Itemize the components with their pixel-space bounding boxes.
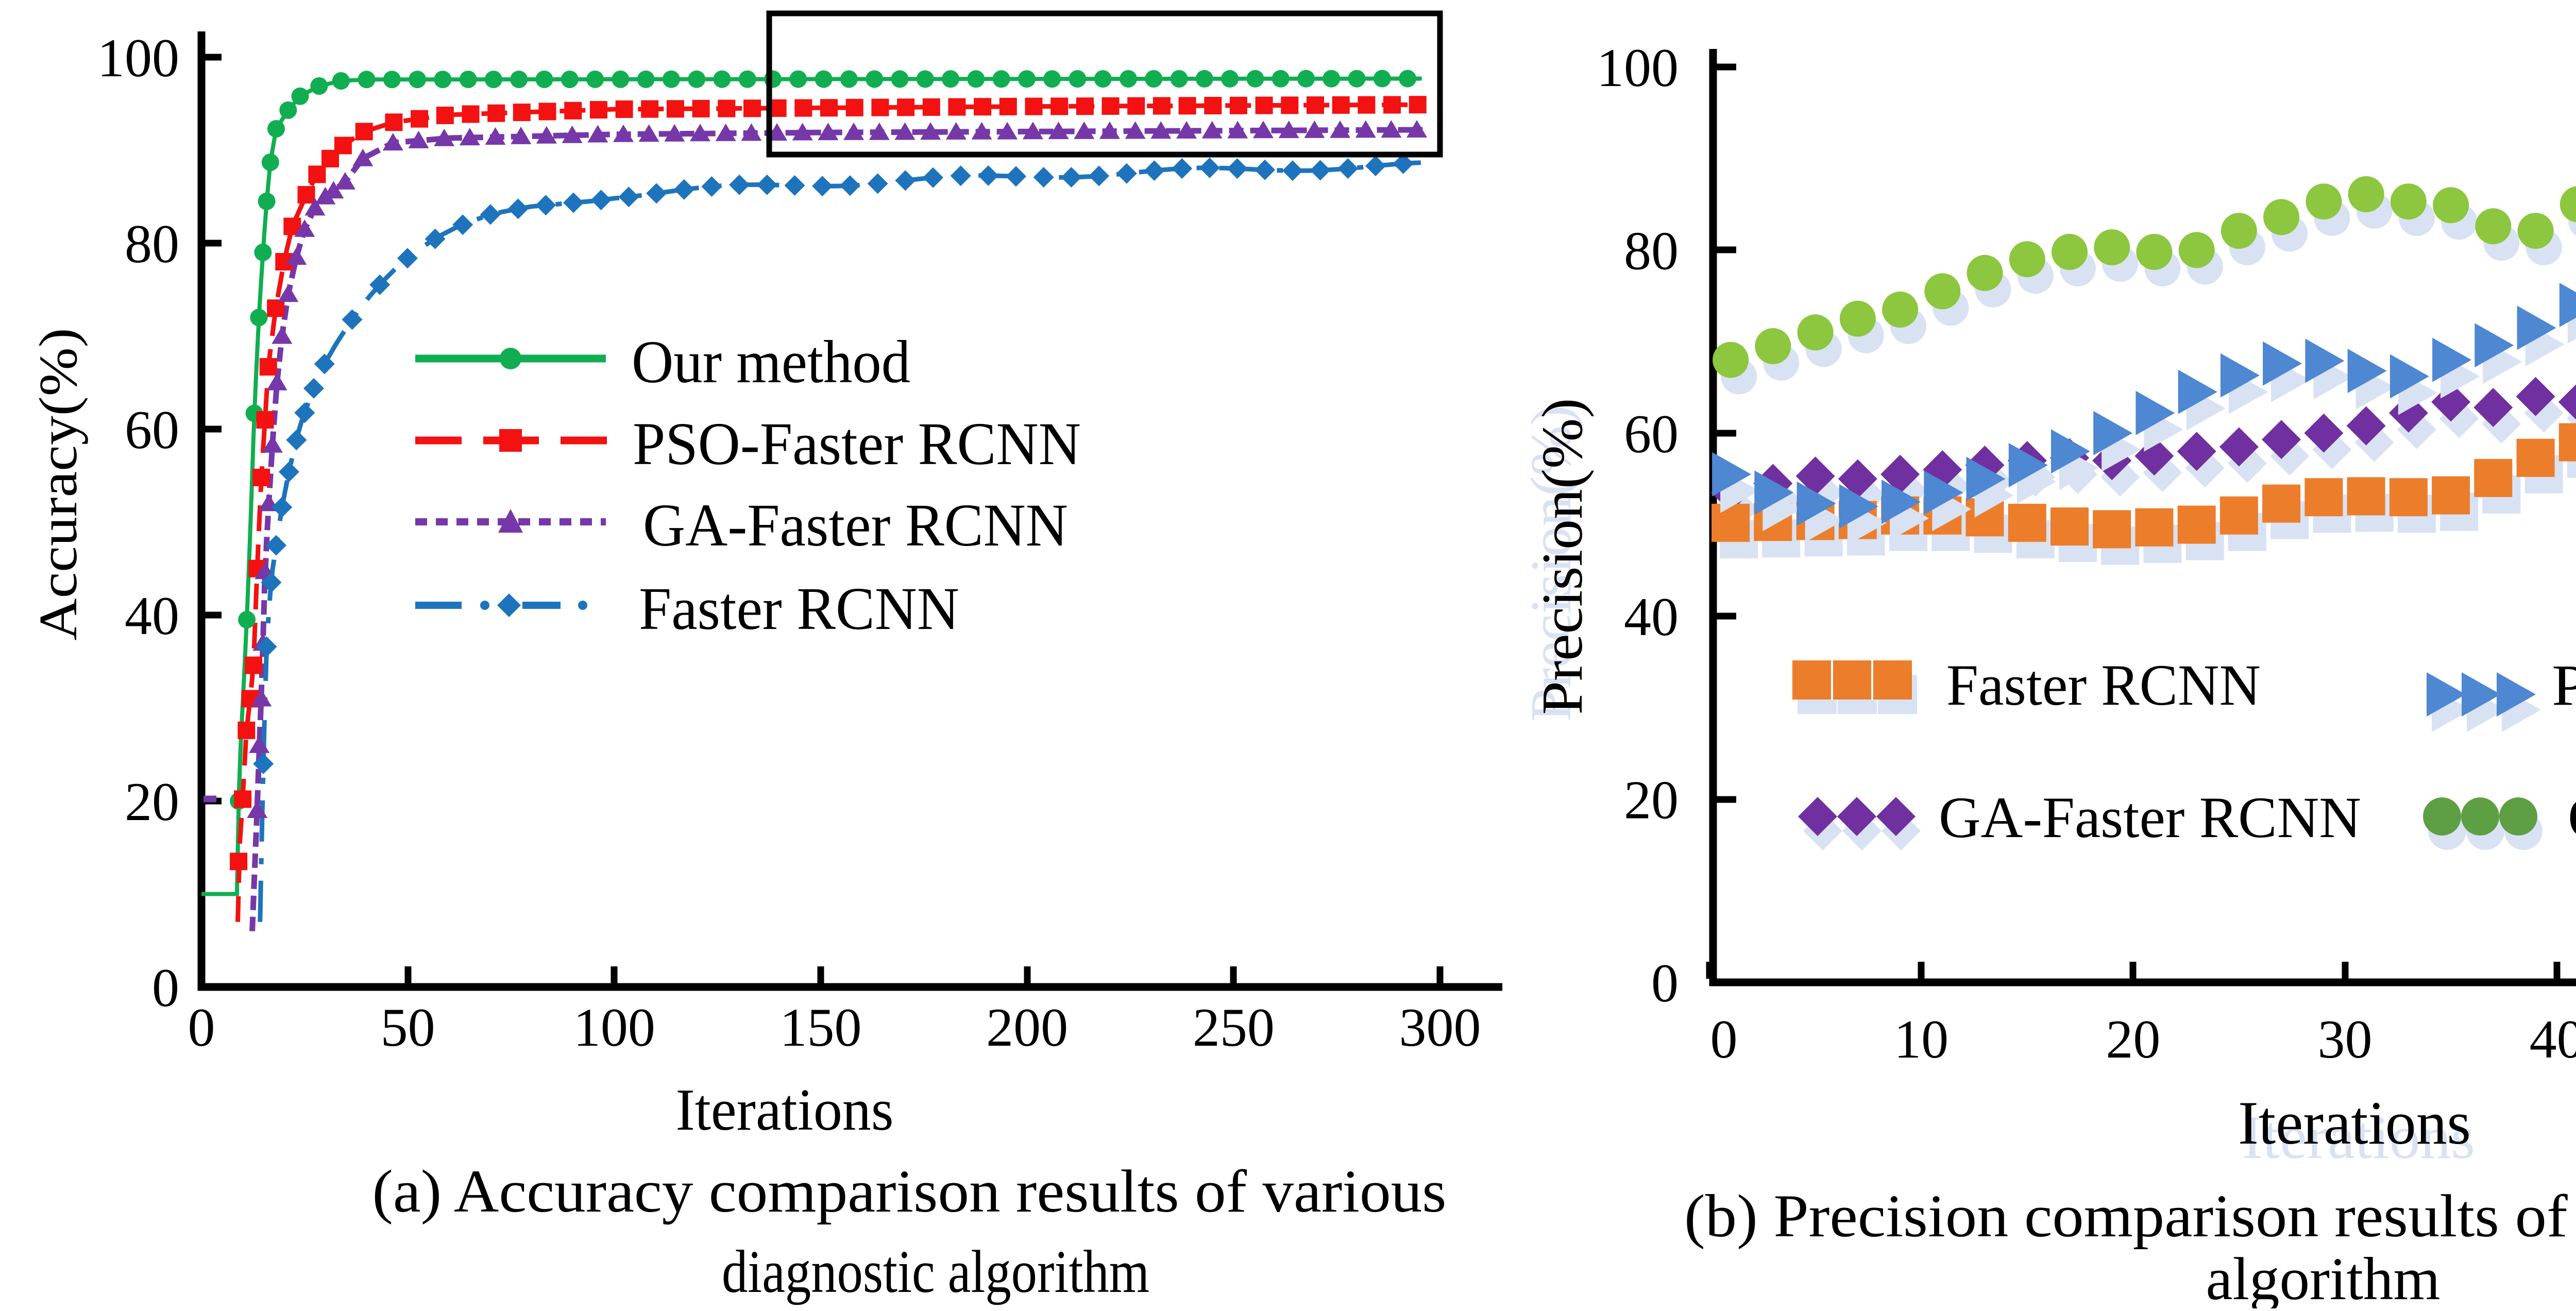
svg-text:40: 40 bbox=[1624, 587, 1679, 647]
svg-text:0: 0 bbox=[188, 997, 215, 1058]
svg-text:Iterations: Iterations bbox=[676, 1077, 894, 1143]
svg-text:20: 20 bbox=[125, 772, 179, 832]
svg-text:0: 0 bbox=[1651, 953, 1679, 1013]
svg-text:Our method: Our method bbox=[632, 328, 910, 396]
svg-text:150: 150 bbox=[780, 997, 862, 1058]
svg-text:40: 40 bbox=[2530, 1009, 2576, 1069]
svg-text:diagnostic algorithm: diagnostic algorithm bbox=[722, 1238, 1149, 1305]
svg-text:GA-Faster RCNN: GA-Faster RCNN bbox=[643, 491, 1068, 559]
svg-text:20: 20 bbox=[1624, 770, 1679, 830]
svg-text:60: 60 bbox=[1624, 404, 1679, 464]
svg-text:30: 30 bbox=[2318, 1009, 2372, 1069]
svg-text:100: 100 bbox=[97, 28, 179, 88]
svg-text:250: 250 bbox=[1193, 997, 1275, 1058]
svg-text:300: 300 bbox=[1399, 997, 1481, 1058]
svg-text:(a) Accuracy comparison result: (a) Accuracy comparison results of vario… bbox=[372, 1157, 1447, 1225]
svg-text:10: 10 bbox=[1894, 1009, 1948, 1069]
svg-text:Precision(%): Precision(%) bbox=[1519, 405, 1583, 722]
svg-text:(b) Precision comparison resul: (b) Precision comparison results of vari… bbox=[1684, 1182, 2576, 1250]
svg-text:100: 100 bbox=[1597, 38, 1679, 98]
svg-text:Iterations: Iterations bbox=[2242, 1103, 2475, 1171]
svg-text:60: 60 bbox=[125, 400, 179, 460]
svg-text:GA-Faster RCNN: GA-Faster RCNN bbox=[1939, 786, 2361, 850]
svg-text:Accuracy(%): Accuracy(%) bbox=[28, 328, 88, 641]
svg-text:80: 80 bbox=[125, 214, 179, 274]
svg-text:Our method: Our method bbox=[2568, 786, 2576, 850]
svg-text:20: 20 bbox=[2106, 1009, 2160, 1069]
svg-text:algorithm: algorithm bbox=[2206, 1245, 2441, 1308]
svg-text:0: 0 bbox=[1710, 1009, 1738, 1069]
svg-text:200: 200 bbox=[986, 997, 1068, 1058]
svg-text:80: 80 bbox=[1624, 220, 1679, 281]
svg-text:PSO-Faster RCNN: PSO-Faster RCNN bbox=[633, 410, 1081, 478]
svg-text:PSO-Faster RCNN: PSO-Faster RCNN bbox=[2552, 653, 2576, 718]
svg-text:Iterations: Iterations bbox=[2238, 1088, 2471, 1157]
svg-text:Precision(%): Precision(%) bbox=[1531, 398, 1595, 715]
svg-text:50: 50 bbox=[381, 997, 435, 1058]
svg-text:0: 0 bbox=[152, 958, 179, 1018]
svg-text:Faster RCNN: Faster RCNN bbox=[639, 575, 959, 642]
svg-text:100: 100 bbox=[573, 997, 655, 1058]
svg-text:40: 40 bbox=[125, 586, 179, 646]
svg-text:Faster RCNN: Faster RCNN bbox=[1946, 653, 2261, 718]
